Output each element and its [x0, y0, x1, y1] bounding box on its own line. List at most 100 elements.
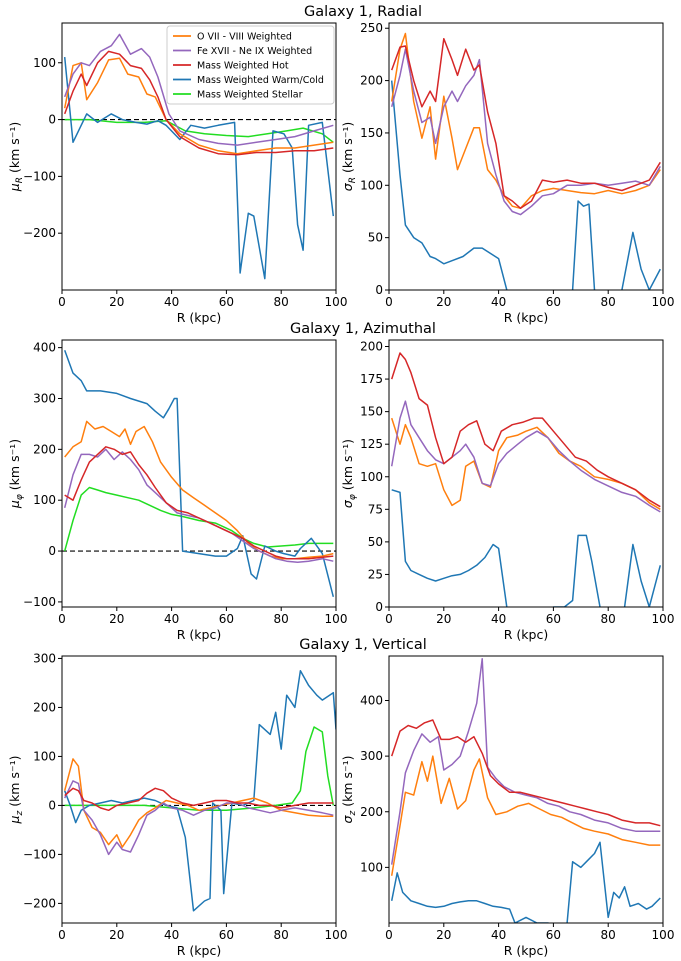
x-tick-label: 0: [58, 295, 66, 309]
x-tick-label: 80: [601, 928, 616, 942]
series-line-hot: [63, 50, 334, 156]
plot-area: [390, 658, 661, 923]
series-line-warm: [390, 80, 661, 290]
y-tick-label: 100: [360, 470, 383, 484]
series-line-stellar: [64, 118, 334, 143]
legend-label-stellar: Mass Weighted Stellar: [197, 90, 303, 101]
x-tick-label: 60: [219, 612, 234, 626]
y-tick-label: −100: [23, 847, 56, 861]
x-tick-label: 100: [652, 295, 675, 309]
y-axis-label: σR (km s⁻¹): [340, 122, 358, 191]
y-tick-label: 200: [360, 805, 383, 819]
x-tick-label: 60: [219, 928, 234, 942]
x-axis-label: R (kpc): [177, 627, 221, 642]
y-tick-label: −200: [23, 226, 56, 240]
x-tick-label: 20: [109, 612, 124, 626]
y-tick-label: 50: [368, 535, 383, 549]
series-line-hot: [390, 352, 661, 508]
chart-title: Galaxy 1, Vertical: [299, 637, 427, 653]
y-tick-label: 125: [360, 437, 383, 451]
x-tick-label: 0: [58, 928, 66, 942]
x-tick-label: 100: [652, 928, 675, 942]
series-line-fe17: [390, 400, 661, 513]
series-line-fe17: [63, 448, 334, 563]
series-line-hot: [390, 719, 661, 827]
x-tick-label: 80: [601, 295, 616, 309]
series-line-warm: [391, 489, 662, 607]
legend-label-fe17: Fe XVII - Ne IX Weighted: [197, 46, 312, 57]
x-tick-label: 100: [325, 295, 348, 309]
series-line-o7: [390, 755, 661, 876]
y-tick-label: 100: [360, 860, 383, 874]
x-tick-label: 60: [546, 612, 561, 626]
y-tick-label: 75: [368, 502, 383, 516]
legend-label-warm: Mass Weighted Warm/Cold: [197, 75, 324, 86]
x-tick-label: 40: [491, 612, 506, 626]
y-tick-label: 0: [48, 113, 56, 127]
plot-area: [390, 352, 662, 607]
y-tick-label: 400: [360, 694, 383, 708]
chart-title: Galaxy 1, Radial: [304, 4, 422, 20]
panel-5: 0 20 40 60 80 100 100 200 300 400 R (kpc) σz (km s⁻…: [340, 655, 675, 958]
series-line-o7: [390, 32, 661, 210]
series-line-fe17: [63, 33, 334, 146]
y-axis-label: μz (km s⁻¹): [7, 756, 25, 825]
x-axis-label: R (kpc): [504, 627, 548, 642]
x-axis-label: R (kpc): [504, 943, 548, 958]
y-axis-label: μR (km s⁻¹): [7, 122, 25, 192]
y-tick-label: 300: [33, 651, 56, 665]
x-tick-label: 0: [385, 295, 393, 309]
x-tick-label: 40: [164, 612, 179, 626]
series-line-hot: [64, 787, 334, 812]
y-tick-label: 200: [33, 442, 56, 456]
x-tick-label: 60: [219, 295, 234, 309]
legend-label-o7: O VII - VIII Weighted: [197, 32, 292, 43]
y-tick-label: 175: [360, 372, 383, 386]
y-axis-label: σz (km s⁻¹): [340, 756, 358, 824]
x-tick-label: 40: [491, 928, 506, 942]
panel-1: 0 20 40 60 80 100 0 50 100 150 200 250 R (kpc) σR (km…: [340, 21, 674, 325]
series-line-warm: [63, 57, 335, 280]
x-axis-label: R (kpc): [177, 310, 221, 325]
series-line-o7: [63, 57, 334, 155]
x-tick-label: 20: [436, 928, 451, 942]
series-line-fe17: [64, 780, 334, 856]
series-line-stellar: [64, 726, 335, 812]
x-tick-label: 0: [385, 928, 393, 942]
axes-frame: [388, 655, 664, 924]
chart-title: Galaxy 1, Azimuthal: [290, 321, 436, 337]
x-tick-label: 100: [652, 612, 675, 626]
y-tick-label: 25: [368, 567, 383, 581]
legend-label-hot: Mass Weighted Hot: [197, 61, 289, 72]
x-axis-label: R (kpc): [177, 943, 221, 958]
x-tick-label: 20: [436, 295, 451, 309]
y-tick-label: 300: [33, 391, 56, 405]
x-tick-label: 80: [274, 612, 289, 626]
x-tick-label: 100: [325, 928, 348, 942]
x-tick-label: 40: [164, 928, 179, 942]
y-tick-label: 100: [33, 749, 56, 763]
y-tick-label: 50: [368, 231, 383, 245]
axes-frame: [61, 22, 337, 291]
x-tick-label: 40: [164, 295, 179, 309]
x-tick-label: 80: [601, 612, 616, 626]
plot-area: [62, 349, 336, 597]
x-tick-label: 80: [274, 928, 289, 942]
y-tick-label: 200: [360, 340, 383, 354]
y-tick-label: 200: [33, 700, 56, 714]
axes-frame: [61, 655, 337, 924]
series-line-o7: [64, 420, 334, 560]
series-line-fe17: [390, 658, 661, 865]
series-line-hot: [390, 37, 661, 210]
y-tick-label: 100: [33, 56, 56, 70]
y-tick-label: −100: [23, 595, 56, 609]
y-tick-label: 100: [33, 493, 56, 507]
x-tick-label: 80: [274, 295, 289, 309]
panel-3: 0 20 40 60 80 100 0 25 50 75 100 125 150 175 200 R (kpc…: [340, 339, 675, 642]
panel-4: 0 20 40 60 80 100 −200 −100 0 100 200 300 R (kpc) μz …: [7, 637, 427, 958]
plot-area: [390, 32, 661, 290]
x-tick-label: 60: [546, 295, 561, 309]
y-tick-label: 400: [33, 341, 56, 355]
